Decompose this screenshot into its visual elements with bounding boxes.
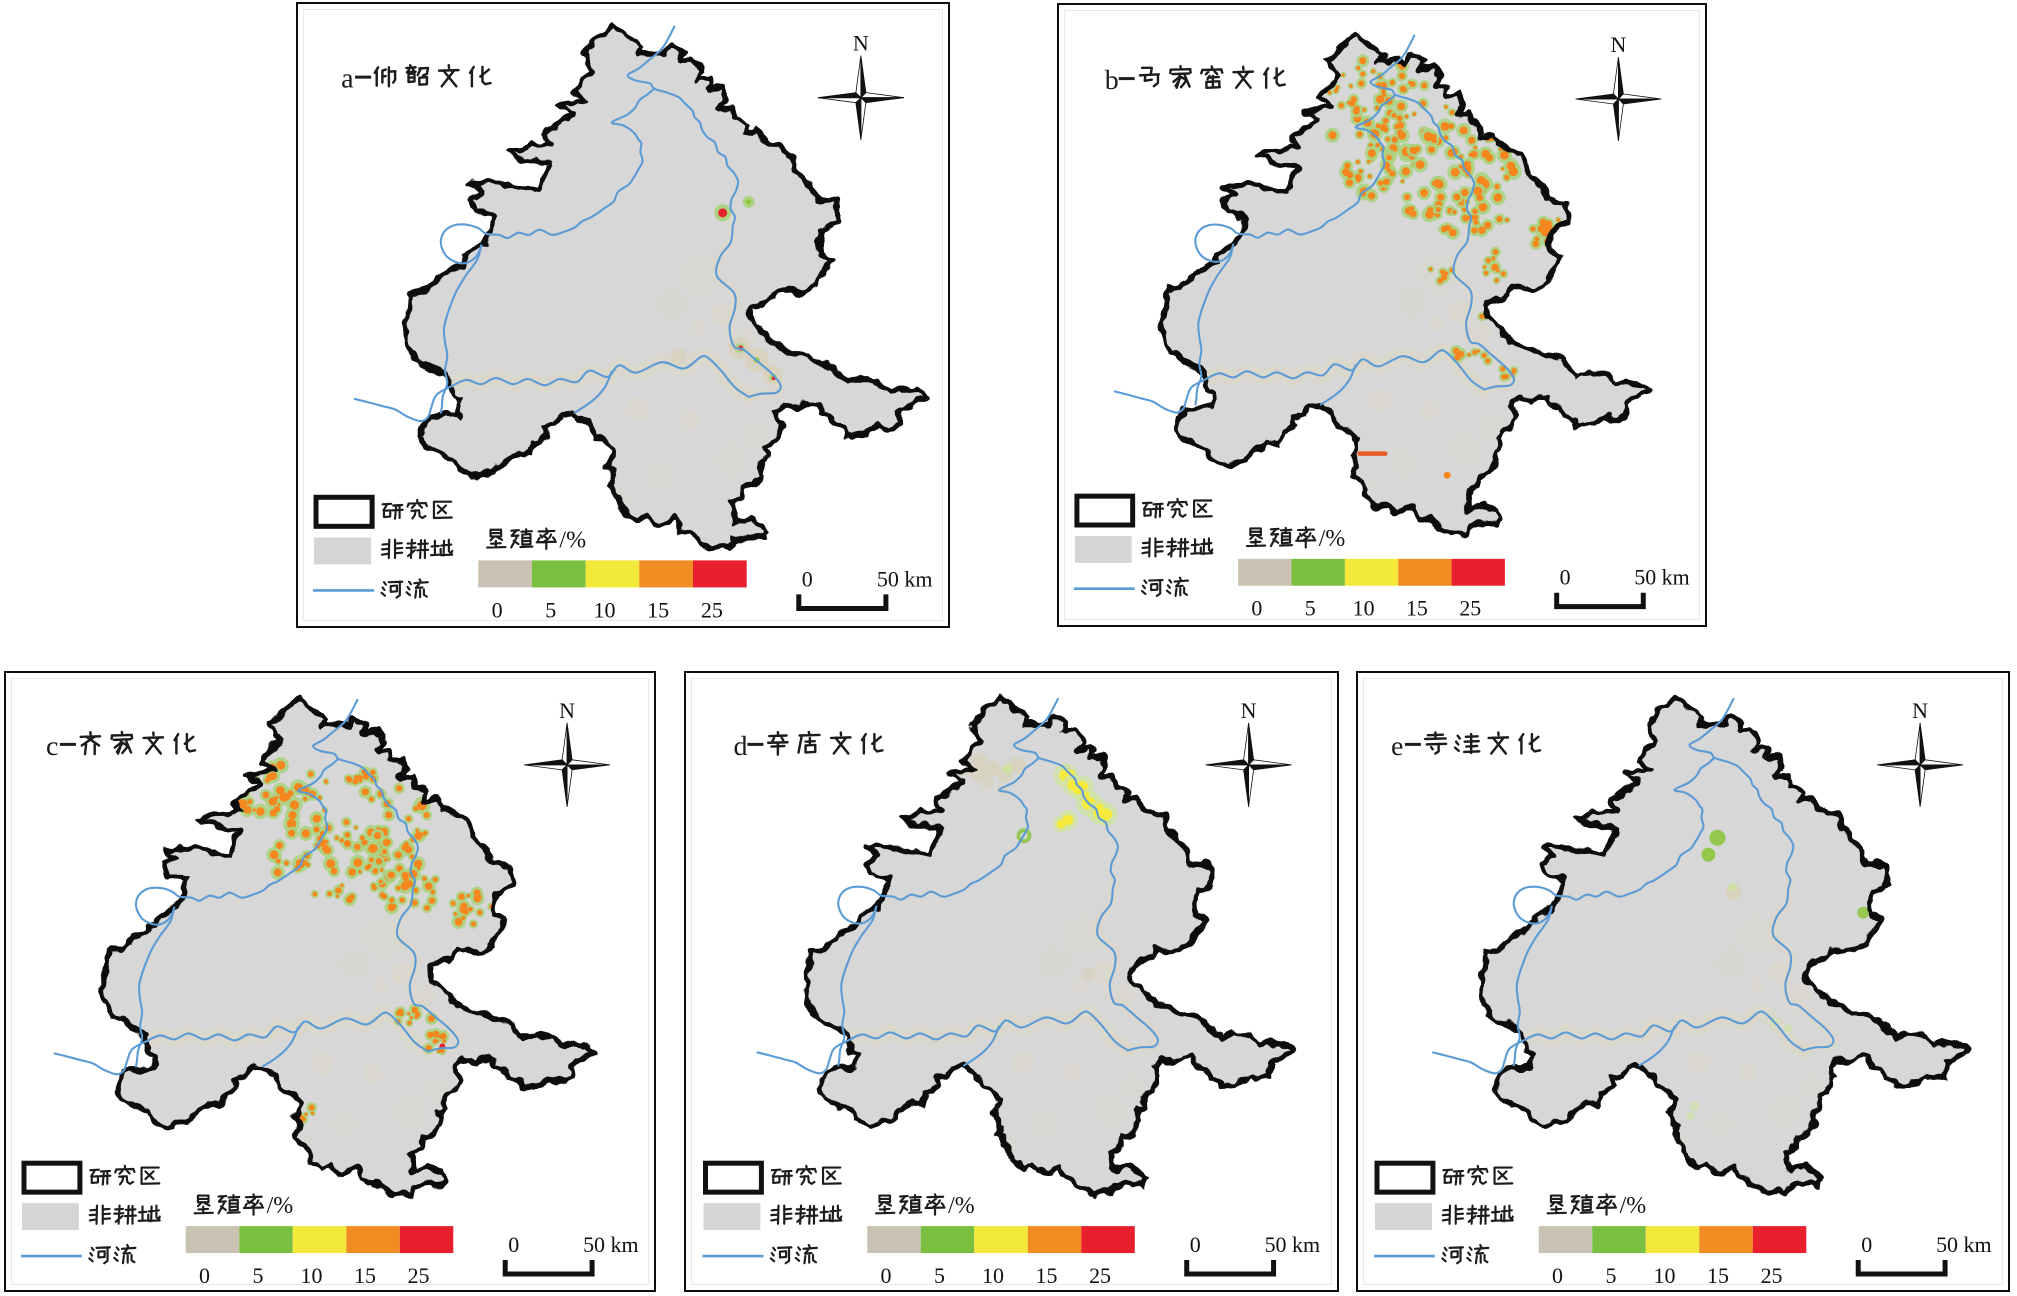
svg-text:e: e [1391,731,1403,762]
svg-text:a: a [341,64,354,95]
svg-text:b: b [1105,65,1119,96]
svg-text:d: d [733,731,747,762]
svg-text:c: c [46,731,58,762]
